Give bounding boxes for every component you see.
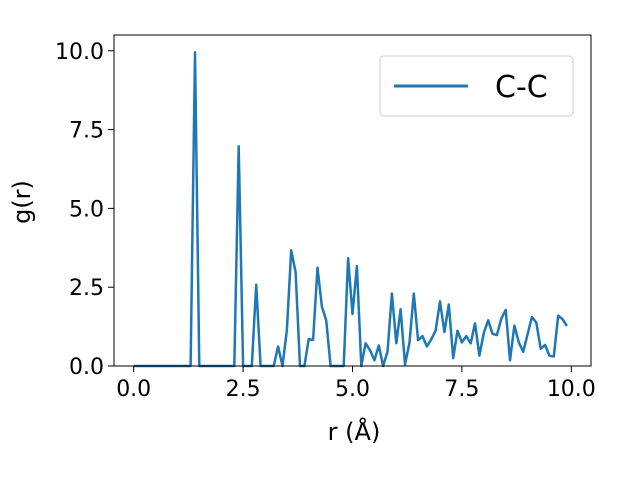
x-tick-label: 0.0 <box>116 377 151 402</box>
y-axis-label: g(r) <box>8 180 36 224</box>
x-axis-ticks: 0.0 2.5 5.0 7.5 10.0 <box>116 366 596 402</box>
y-axis-ticks: 0.0 2.5 5.0 7.5 10.0 <box>55 40 114 380</box>
y-tick-label: 10.0 <box>55 40 104 65</box>
legend-label-c-c: C-C <box>495 70 548 105</box>
x-tick-label: 10.0 <box>547 377 596 402</box>
legend: C-C <box>379 55 574 117</box>
x-tick-label: 2.5 <box>226 377 261 402</box>
y-tick-label: 5.0 <box>69 197 104 222</box>
y-tick-label: 2.5 <box>69 276 104 301</box>
x-tick-label: 7.5 <box>444 377 479 402</box>
x-tick-label: 5.0 <box>335 377 370 402</box>
legend-box <box>379 55 574 117</box>
y-tick-label: 7.5 <box>69 119 104 144</box>
y-tick-label: 0.0 <box>69 355 104 380</box>
x-axis-label: r (Å) <box>328 417 381 446</box>
